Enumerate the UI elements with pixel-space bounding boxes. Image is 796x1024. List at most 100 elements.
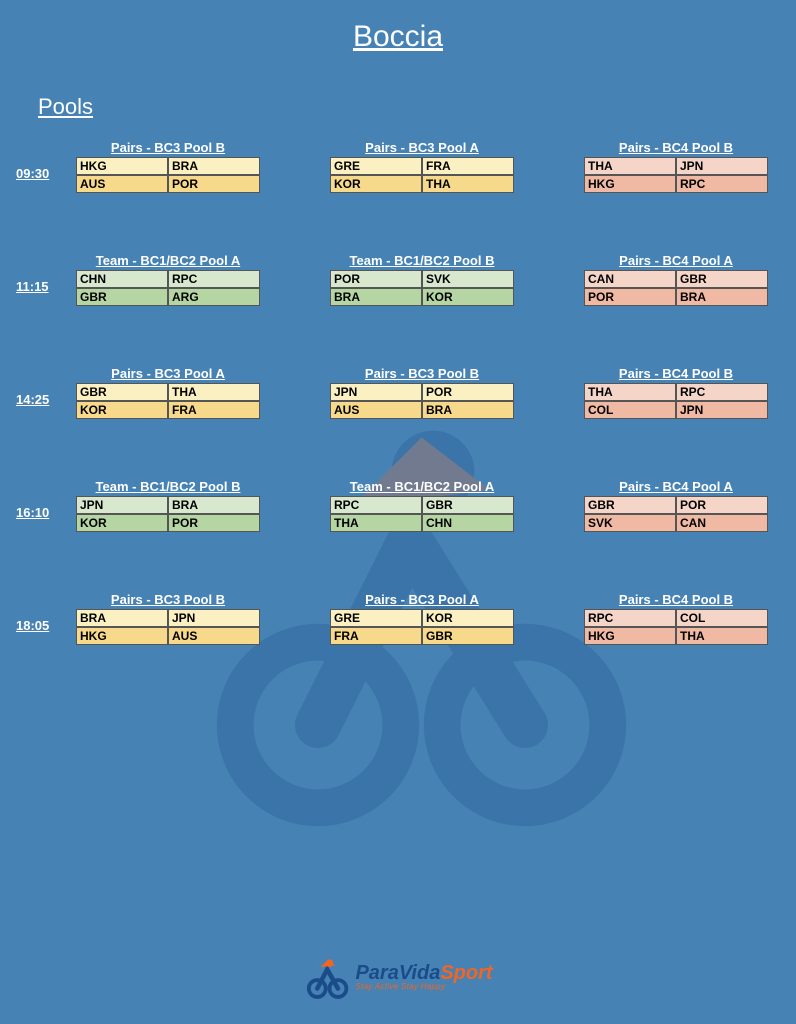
team-cell: BRA <box>168 496 260 514</box>
match-row: GBRPOR <box>584 496 768 514</box>
schedule-row: 11:15Team - BC1/BC2 Pool ACHNRPCGBRARGTe… <box>0 253 796 306</box>
schedule-row: 16:10 Team - BC1/BC2 Pool BJPNBRAKORPOR Te… <box>0 479 796 532</box>
team-cell: GBR <box>76 383 168 401</box>
team-cell: THA <box>330 514 422 532</box>
team-cell: JPN <box>168 609 260 627</box>
match-row: PORSVK <box>330 270 514 288</box>
page-title: Boccia <box>0 0 796 54</box>
pool-block: Team - BC1/BC2 Pool BJPNBRAKORPOR <box>76 479 260 532</box>
match-row: KORFRA <box>76 401 260 419</box>
team-cell: CHN <box>76 270 168 288</box>
pool-title: Pairs - BC4 Pool A <box>584 253 768 268</box>
team-cell: COL <box>584 401 676 419</box>
pool-title: Pairs - BC4 Pool B <box>584 140 768 155</box>
match-row: GREKOR <box>330 609 514 627</box>
match-row: BRAJPN <box>76 609 260 627</box>
team-cell: JPN <box>676 157 768 175</box>
team-cell: POR <box>676 496 768 514</box>
time-label: 11:15 <box>16 279 60 294</box>
schedule-row: 09:30Pairs - BC3 Pool BHKGBRAAUSPORPairs… <box>0 140 796 193</box>
pool-title: Team - BC1/BC2 Pool A <box>330 479 514 494</box>
team-cell: FRA <box>330 627 422 645</box>
pool-block: Pairs - BC4 Pool AGBRPORSVKCAN <box>584 479 768 532</box>
match-row: JPNPOR <box>330 383 514 401</box>
section-title: Pools <box>38 94 796 120</box>
team-cell: FRA <box>422 157 514 175</box>
match-row: BRAKOR <box>330 288 514 306</box>
pool-block: Pairs - BC4 Pool BTHARPCCOLJPN <box>584 366 768 419</box>
match-row: PORBRA <box>584 288 768 306</box>
match-row: CANGBR <box>584 270 768 288</box>
pool-title: Pairs - BC3 Pool B <box>76 140 260 155</box>
team-cell: JPN <box>676 401 768 419</box>
team-cell: SVK <box>584 514 676 532</box>
schedule-container: 09:30Pairs - BC3 Pool BHKGBRAAUSPORPairs… <box>0 140 796 645</box>
pool-block: Team - BC1/BC2 Pool A RPCGBRTHACHN <box>330 479 514 532</box>
team-cell: GBR <box>676 270 768 288</box>
team-cell: FRA <box>168 401 260 419</box>
team-cell: KOR <box>422 609 514 627</box>
pool-block: Pairs - BC3 Pool A GREKORFRAGBR <box>330 592 514 645</box>
pool-block: Pairs - BC4 Pool BTHAJPNHKGRPC <box>584 140 768 193</box>
team-cell: HKG <box>584 175 676 193</box>
team-cell: POR <box>168 175 260 193</box>
footer-logo: ParaVidaSport Stay Active Stay Happy <box>303 954 492 1000</box>
time-label: 09:30 <box>16 166 60 181</box>
team-cell: JPN <box>330 383 422 401</box>
team-cell: THA <box>584 157 676 175</box>
pool-title: Team - BC1/BC2 Pool B <box>330 253 514 268</box>
team-cell: GRE <box>330 609 422 627</box>
brand-tagline: Stay Active Stay Happy <box>355 983 492 991</box>
match-row: RPCCOL <box>584 609 768 627</box>
match-row: GBRTHA <box>76 383 260 401</box>
brand-name: ParaVidaSport <box>355 963 492 983</box>
match-row: THAJPN <box>584 157 768 175</box>
team-cell: AUS <box>168 627 260 645</box>
match-row: THACHN <box>330 514 514 532</box>
time-label: 16:10 <box>16 505 60 520</box>
pool-block: Team - BC1/BC2 Pool B PORSVKBRAKOR <box>330 253 514 306</box>
team-cell: KOR <box>76 401 168 419</box>
team-cell: KOR <box>76 514 168 532</box>
team-cell: JPN <box>76 496 168 514</box>
team-cell: BRA <box>168 157 260 175</box>
team-cell: RPC <box>676 383 768 401</box>
match-row: RPCGBR <box>330 496 514 514</box>
pool-title: Pairs - BC4 Pool B <box>584 366 768 381</box>
pool-block: Pairs - BC3 Pool AGREFRAKORTHA <box>330 140 514 193</box>
team-cell: CHN <box>422 514 514 532</box>
pool-title: Pairs - BC4 Pool A <box>584 479 768 494</box>
team-cell: POR <box>330 270 422 288</box>
team-cell: BRA <box>76 609 168 627</box>
pool-title: Pairs - BC3 Pool A <box>76 366 260 381</box>
team-cell: GBR <box>76 288 168 306</box>
team-cell: THA <box>422 175 514 193</box>
pool-title: Team - BC1/BC2 Pool A <box>76 253 260 268</box>
pool-block: Pairs - BC4 Pool BRPCCOLHKGTHA <box>584 592 768 645</box>
team-cell: POR <box>584 288 676 306</box>
pool-title: Pairs - BC3 Pool A <box>330 592 514 607</box>
match-row: CHNRPC <box>76 270 260 288</box>
match-row: AUSBRA <box>330 401 514 419</box>
match-row: KORPOR <box>76 514 260 532</box>
team-cell: KOR <box>422 288 514 306</box>
match-row: HKGAUS <box>76 627 260 645</box>
team-cell: POR <box>168 514 260 532</box>
match-row: HKGBRA <box>76 157 260 175</box>
time-label: 18:05 <box>16 618 60 633</box>
schedule-row: 18:05Pairs - BC3 Pool BBRAJPNHKGAUSPairs… <box>0 592 796 645</box>
team-cell: HKG <box>584 627 676 645</box>
team-cell: AUS <box>330 401 422 419</box>
match-row: FRAGBR <box>330 627 514 645</box>
match-row: KORTHA <box>330 175 514 193</box>
team-cell: HKG <box>76 157 168 175</box>
team-cell: AUS <box>76 175 168 193</box>
pool-block: Pairs - BC3 Pool B HKGBRAAUSPOR <box>76 140 260 193</box>
team-cell: THA <box>676 627 768 645</box>
brand-icon <box>303 954 349 1000</box>
team-cell: CAN <box>584 270 676 288</box>
team-cell: BRA <box>330 288 422 306</box>
team-cell: KOR <box>330 175 422 193</box>
team-cell: RPC <box>330 496 422 514</box>
team-cell: GBR <box>422 627 514 645</box>
